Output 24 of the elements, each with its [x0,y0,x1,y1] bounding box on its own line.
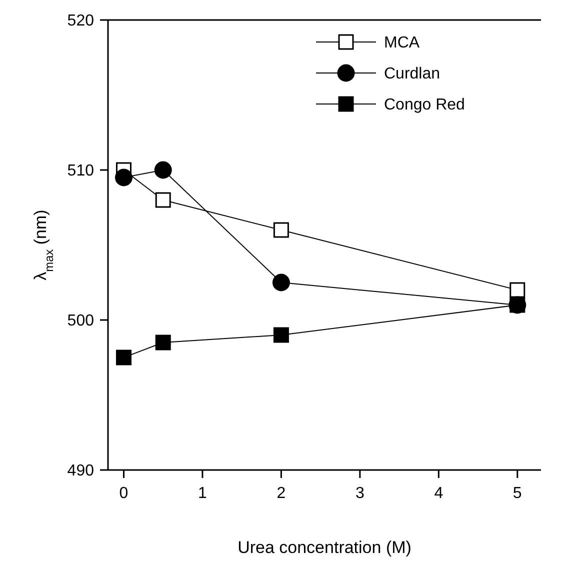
y-tick-label: 520 [67,12,94,30]
x-tick-label: 1 [198,485,208,502]
legend-label: Curdlan [384,66,440,83]
point [272,274,290,292]
legend-label: MCA [384,34,420,52]
x-tick-label: 0 [119,485,128,502]
y-tick-label: 510 [67,162,94,180]
point [155,192,171,208]
x-tick-label: 4 [434,485,444,502]
y-tick-label: 490 [67,462,94,480]
point [510,297,526,313]
x-tick-label: 5 [512,485,522,502]
point [273,222,289,238]
point [273,327,289,343]
point [154,161,172,179]
point [114,168,132,186]
point [116,350,132,366]
x-tick-label: 2 [276,485,286,502]
y-tick-label: 500 [67,312,94,330]
point [510,282,526,298]
point [155,334,171,350]
x-tick-label: 3 [355,485,364,502]
x-axis-title: Urea concentration (M) [238,538,412,557]
legend-label: Congo Red [384,96,465,114]
